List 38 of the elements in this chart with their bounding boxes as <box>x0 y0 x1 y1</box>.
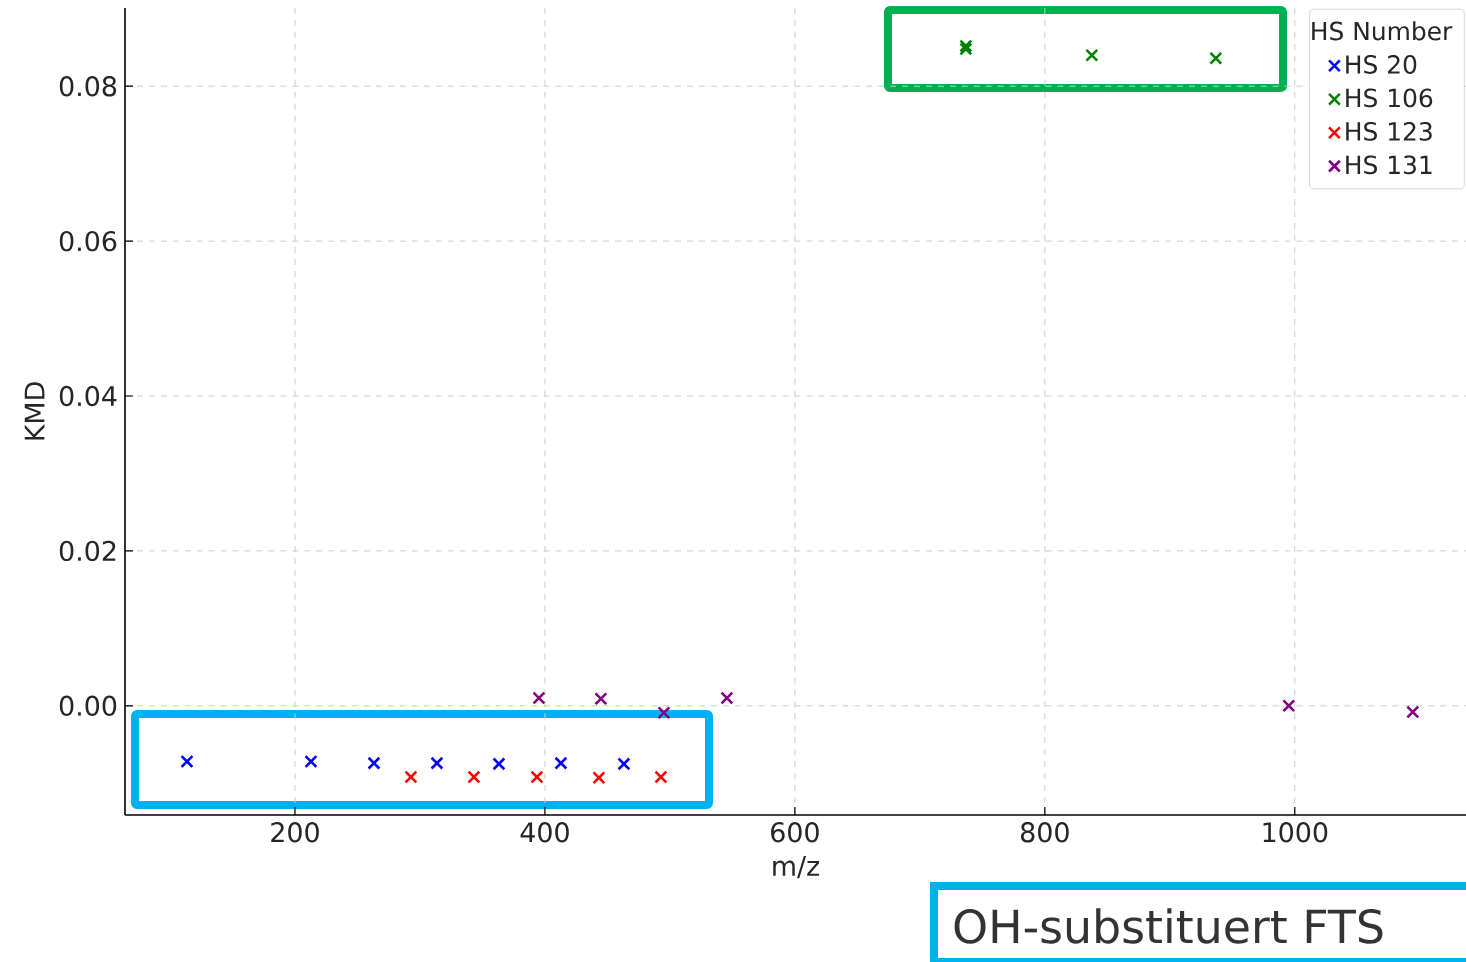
point <box>654 770 668 784</box>
y-tick-label: 0.04 <box>59 385 117 407</box>
x-axis-title: m/z <box>773 856 820 879</box>
text: OH-substituert FTS <box>954 908 1383 944</box>
point <box>594 692 608 706</box>
point <box>304 754 318 769</box>
point <box>492 757 506 771</box>
legend-label: HS 123 <box>1346 121 1432 141</box>
x-tick-label: 800 <box>1020 822 1069 843</box>
point <box>1209 51 1223 65</box>
point <box>1085 48 1099 62</box>
legend-title: HS Number <box>1312 21 1453 41</box>
legend-label: HS 20 <box>1346 55 1417 74</box>
point <box>720 691 734 705</box>
legend-label: HS 106 <box>1346 88 1433 108</box>
x-tick-label: 600 <box>771 822 819 843</box>
point <box>592 771 606 785</box>
point <box>532 691 546 705</box>
point <box>467 770 481 784</box>
y-tick-label: 0.02 <box>59 540 116 562</box>
point <box>657 706 671 720</box>
point <box>180 754 194 769</box>
point <box>1282 699 1296 713</box>
y-axis-title: KMD <box>24 382 45 440</box>
x-tick-label: 400 <box>520 822 569 843</box>
point <box>1406 705 1420 719</box>
point <box>554 756 568 770</box>
point <box>430 756 444 770</box>
y-tick-label: 0.08 <box>59 76 117 97</box>
legend-label: HS 131 <box>1346 155 1432 175</box>
point <box>404 770 418 784</box>
y-tick-label: 0.00 <box>59 695 117 716</box>
point <box>617 757 631 771</box>
x-tick-label: 1000 <box>1263 822 1328 843</box>
x-tick-label: 200 <box>271 822 319 843</box>
point <box>530 770 544 784</box>
point <box>367 756 381 770</box>
y-tick-label: 0.06 <box>59 230 117 252</box>
